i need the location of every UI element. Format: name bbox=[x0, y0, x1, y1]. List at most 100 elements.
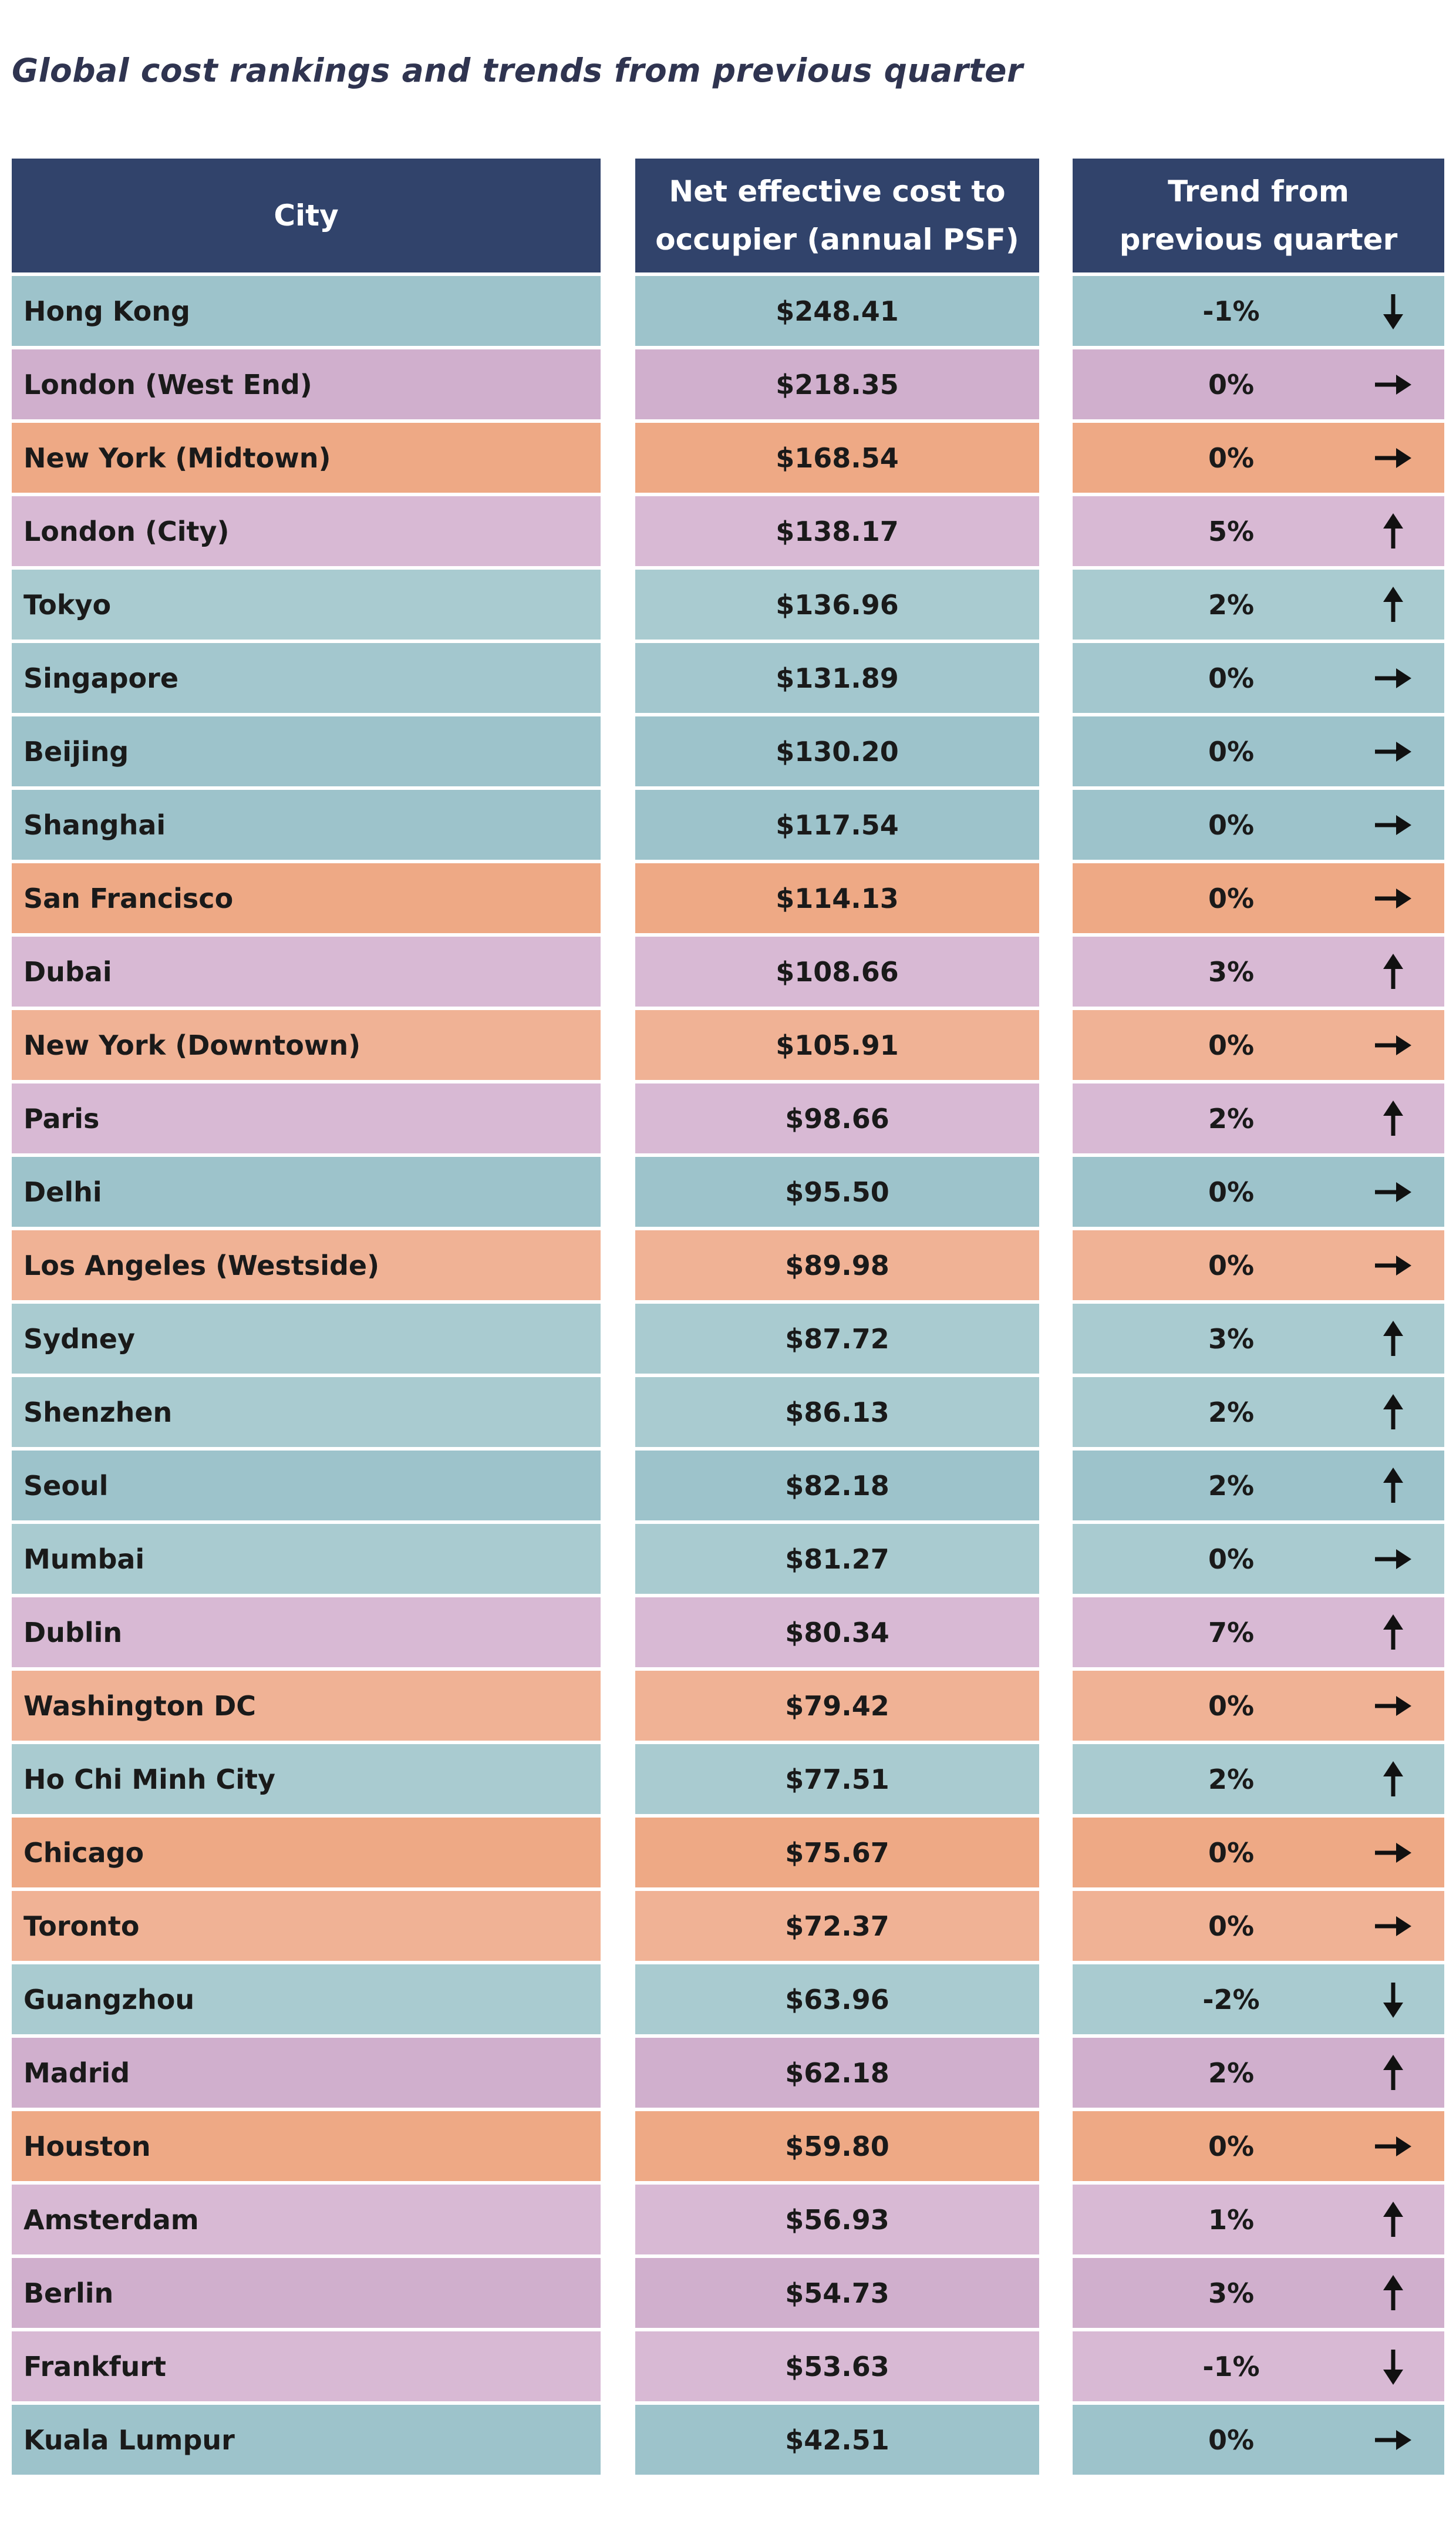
city-cell: Singapore bbox=[12, 643, 601, 713]
cost-cell: $82.18 bbox=[635, 1451, 1039, 1520]
arrow-up-icon bbox=[1373, 1759, 1414, 1800]
trend-percent: 7% bbox=[1208, 1616, 1255, 1648]
trend-percent: 0% bbox=[1208, 882, 1255, 914]
trend-percent: -2% bbox=[1202, 1983, 1260, 2015]
arrow-up-icon bbox=[1373, 2052, 1414, 2094]
trend-cell: 0% bbox=[1073, 1524, 1444, 1594]
trend-percent: 0% bbox=[1208, 1029, 1255, 1061]
trend-cell: 3% bbox=[1073, 2258, 1444, 2328]
arrow-down-icon bbox=[1373, 1979, 1414, 2020]
cost-cell: $89.98 bbox=[635, 1230, 1039, 1300]
cost-cell: $114.13 bbox=[635, 863, 1039, 933]
city-cell: Hong Kong bbox=[12, 276, 601, 346]
city-cell: London (City) bbox=[12, 496, 601, 566]
arrow-right-icon bbox=[1373, 1685, 1414, 1727]
cost-cell: $131.89 bbox=[635, 643, 1039, 713]
trend-cell: 2% bbox=[1073, 1744, 1444, 1814]
city-cell: Ho Chi Minh City bbox=[12, 1744, 601, 1814]
arrow-up-icon bbox=[1373, 2199, 1414, 2240]
arrow-right-icon bbox=[1373, 1245, 1414, 1286]
city-cell: Berlin bbox=[12, 2258, 601, 2328]
trend-percent: 0% bbox=[1208, 1176, 1255, 1208]
arrow-right-icon bbox=[1373, 2126, 1414, 2167]
cost-cell: $105.91 bbox=[635, 1010, 1039, 1080]
trend-header: Trend from previous quarter bbox=[1073, 159, 1444, 276]
city-cell: Shenzhen bbox=[12, 1377, 601, 1447]
trend-cell: 0% bbox=[1073, 643, 1444, 713]
cost-cell: $108.66 bbox=[635, 937, 1039, 1007]
cost-header: Net effective cost to occupier (annual P… bbox=[635, 159, 1039, 276]
arrow-right-icon bbox=[1373, 1025, 1414, 1066]
trend-cell: 2% bbox=[1073, 1083, 1444, 1153]
trend-percent: 0% bbox=[1208, 735, 1255, 768]
trend-percent: 5% bbox=[1208, 515, 1255, 547]
cost-column: Net effective cost to occupier (annual P… bbox=[635, 159, 1039, 2478]
cost-cell: $53.63 bbox=[635, 2331, 1039, 2401]
trend-percent: 0% bbox=[1208, 368, 1255, 401]
city-cell: Seoul bbox=[12, 1451, 601, 1520]
cost-cell: $168.54 bbox=[635, 423, 1039, 493]
trend-cell: 0% bbox=[1073, 1010, 1444, 1080]
trend-cell: 0% bbox=[1073, 2405, 1444, 2475]
arrow-right-icon bbox=[1373, 1906, 1414, 1947]
cost-cell: $138.17 bbox=[635, 496, 1039, 566]
arrow-up-icon bbox=[1373, 511, 1414, 552]
cost-cell: $86.13 bbox=[635, 1377, 1039, 1447]
arrow-right-icon bbox=[1373, 1172, 1414, 1213]
city-rows: Hong Kong London (West End) New York (Midt… bbox=[12, 276, 601, 2475]
city-cell: London (West End) bbox=[12, 349, 601, 419]
city-cell: Dubai bbox=[12, 937, 601, 1007]
trend-cell: -1% bbox=[1073, 2331, 1444, 2401]
arrow-right-icon bbox=[1373, 1832, 1414, 1873]
cost-cell: $56.93 bbox=[635, 2185, 1039, 2254]
trend-percent: 2% bbox=[1208, 1396, 1255, 1428]
trend-percent: 2% bbox=[1208, 1763, 1255, 1795]
trend-cell: 0% bbox=[1073, 790, 1444, 860]
trend-cell: 0% bbox=[1073, 1818, 1444, 1887]
city-column: City Hong Kong London (West End) New York … bbox=[12, 159, 601, 2478]
city-header: City bbox=[12, 159, 601, 276]
trend-percent: 0% bbox=[1208, 2424, 1255, 2456]
cost-cell: $117.54 bbox=[635, 790, 1039, 860]
cost-rows: $248.41 $218.35 $168.54 $138.17 $136.96 $131.… bbox=[635, 276, 1039, 2475]
trend-percent: 0% bbox=[1208, 1249, 1255, 1281]
trend-percent: 2% bbox=[1208, 2057, 1255, 2089]
cost-cell: $75.67 bbox=[635, 1818, 1039, 1887]
trend-percent: 3% bbox=[1208, 2277, 1255, 2309]
trend-cell: 2% bbox=[1073, 1451, 1444, 1520]
trend-percent: 0% bbox=[1208, 1836, 1255, 1869]
trend-percent: 0% bbox=[1208, 1543, 1255, 1575]
arrow-up-icon bbox=[1373, 1318, 1414, 1359]
arrow-right-icon bbox=[1373, 1539, 1414, 1580]
trend-percent: 0% bbox=[1208, 1910, 1255, 1942]
cost-cell: $79.42 bbox=[635, 1671, 1039, 1741]
trend-cell: 3% bbox=[1073, 937, 1444, 1007]
city-cell: Kuala Lumpur bbox=[12, 2405, 601, 2475]
trend-percent: 3% bbox=[1208, 955, 1255, 988]
trend-percent: 2% bbox=[1208, 588, 1255, 621]
city-cell: Sydney bbox=[12, 1304, 601, 1374]
cost-cell: $54.73 bbox=[635, 2258, 1039, 2328]
trend-percent: 0% bbox=[1208, 1690, 1255, 1722]
trend-cell: 2% bbox=[1073, 570, 1444, 640]
city-header-label: City bbox=[274, 198, 339, 233]
city-cell: Madrid bbox=[12, 2038, 601, 2108]
trend-percent: 3% bbox=[1208, 1322, 1255, 1355]
trend-percent: 0% bbox=[1208, 442, 1255, 474]
trend-cell: 3% bbox=[1073, 1304, 1444, 1374]
trend-cell: 0% bbox=[1073, 1891, 1444, 1961]
trend-cell: 0% bbox=[1073, 1230, 1444, 1300]
trend-cell: 0% bbox=[1073, 1671, 1444, 1741]
arrow-right-icon bbox=[1373, 805, 1414, 846]
city-cell: Shanghai bbox=[12, 790, 601, 860]
trend-cell: 0% bbox=[1073, 863, 1444, 933]
arrow-right-icon bbox=[1373, 878, 1414, 919]
arrow-right-icon bbox=[1373, 2419, 1414, 2461]
arrow-up-icon bbox=[1373, 1465, 1414, 1506]
city-cell: New York (Downtown) bbox=[12, 1010, 601, 1080]
city-cell: Amsterdam bbox=[12, 2185, 601, 2254]
cost-cell: $130.20 bbox=[635, 716, 1039, 786]
city-cell: Washington DC bbox=[12, 1671, 601, 1741]
trend-cell: -1% bbox=[1073, 276, 1444, 346]
city-cell: Delhi bbox=[12, 1157, 601, 1227]
